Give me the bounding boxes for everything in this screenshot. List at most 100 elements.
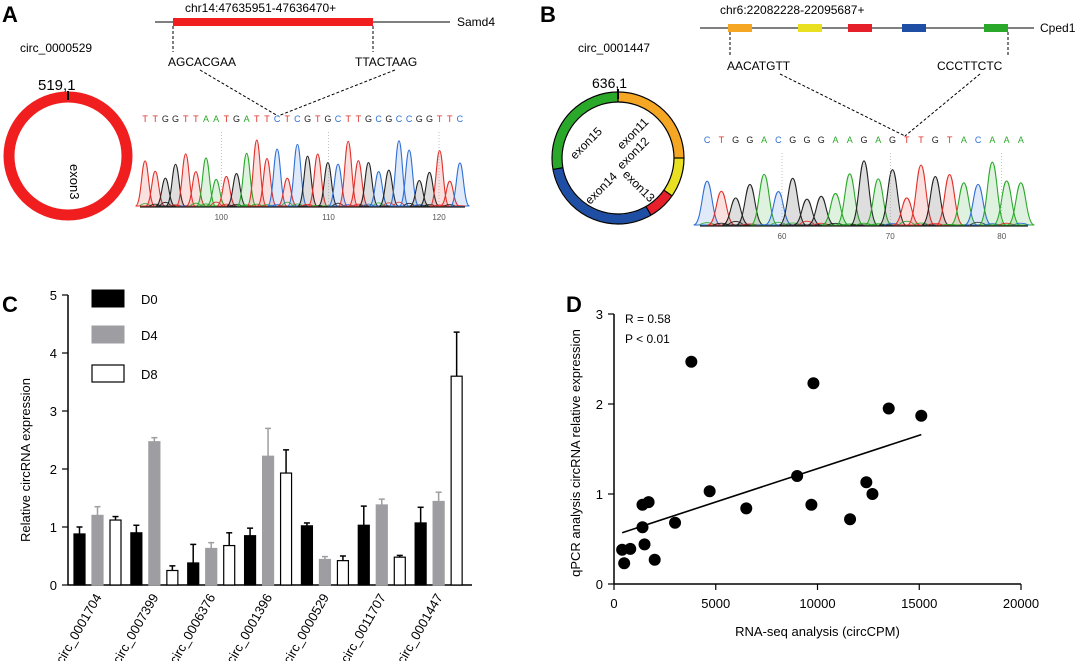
panel-b-circrna-ring: [551, 91, 685, 225]
ring-b-boundary: [552, 167, 563, 171]
trace-a-noise: [331, 202, 345, 207]
panel-b-exon15-label: exon15: [567, 124, 605, 162]
trace-b-base-letter: C: [775, 135, 782, 145]
panel-b-exon-15: [984, 24, 1008, 32]
trace-a-noise: [403, 202, 416, 207]
scatter-point: [624, 542, 637, 555]
trace-b-base-letter: G: [732, 135, 739, 145]
bar-category-label: circ_0001396: [223, 591, 275, 661]
panel-b-exon-12: [798, 24, 822, 32]
trace-b-noise: [770, 221, 787, 226]
ring-b-segment: [552, 92, 619, 170]
panel-b: B circ_0001447 chr6:22082228-22095687+ C…: [540, 2, 1076, 241]
panel-b-left-seq: AACATGTT: [727, 59, 791, 73]
panel-a-coordinates: chr14:47635951-47636470+: [185, 1, 336, 15]
scatter-point: [648, 553, 661, 566]
scatter-y-tick-label: 2: [596, 397, 603, 412]
trace-a-peak: [266, 148, 288, 207]
trace-b-base-letter: G: [932, 135, 939, 145]
trace-b-noise: [969, 221, 987, 226]
trace-a-peak: [185, 171, 207, 207]
scatter-point: [685, 355, 698, 368]
trace-b-peak: [878, 169, 907, 226]
trace-b-peak: [764, 191, 793, 226]
scatter-point: [669, 516, 682, 529]
bar-y-axis-title: Relative circRNA expression: [18, 378, 33, 542]
ring-b-segment: [617, 92, 684, 159]
panel-b-exon13-label: exon13: [620, 167, 658, 205]
trace-b-base-letter: A: [761, 135, 767, 145]
bar-d4: [261, 455, 275, 586]
scatter-point: [642, 496, 655, 509]
trace-b-peak: [821, 192, 850, 226]
trace-b-base-letter: G: [803, 135, 810, 145]
trace-a-tick-label: 100: [215, 213, 229, 222]
bar-d0: [300, 525, 314, 586]
panel-d-letter: D: [566, 292, 582, 317]
scatter-x-tick-label: 10000: [799, 596, 835, 611]
scatter-x-axis-title: RNA-seq analysis (circCPM): [735, 624, 900, 639]
panel-a-junction-right: [277, 69, 396, 117]
scatter-y-axis-title: qPCR analysis circRNA relative expressio…: [568, 329, 583, 577]
bar-d4: [318, 558, 332, 586]
legend-swatch-d8: [91, 364, 125, 383]
scatter-point: [791, 470, 804, 482]
bar-category-label: circ_0006376: [166, 591, 218, 661]
scatter-point: [915, 409, 928, 422]
trace-a-base-letter: T: [254, 114, 260, 124]
trace-a-base-letter: G: [385, 114, 392, 124]
trace-b-peak: [849, 160, 879, 226]
trace-a-base-letter: G: [172, 114, 179, 124]
trace-a-base-letter: C: [457, 114, 464, 124]
trace-a-noise: [281, 201, 294, 207]
legend-swatch-d0: [91, 289, 125, 308]
trace-a-base-letter: G: [324, 114, 331, 124]
trace-a-peak: [195, 157, 217, 207]
panel-b-letter: B: [540, 2, 556, 27]
trace-b-noise: [798, 220, 816, 226]
ring-b-boundary: [663, 189, 673, 197]
trace-a-base-letter: T: [315, 114, 321, 124]
scatter-y-tick-label: 3: [596, 307, 603, 322]
trace-a-peak: [398, 149, 420, 207]
trace-a-base-letter: A: [203, 114, 209, 124]
panel-a-chromatogram: [134, 139, 471, 208]
trace-a-peak: [429, 149, 450, 207]
bar-d8: [223, 544, 236, 586]
trace-a-tick-label: 110: [322, 213, 335, 222]
panel-b-coordinates: chr6:22082228-22095687+: [720, 3, 864, 17]
trace-b-base-letter: T: [947, 135, 953, 145]
panel-a-exon-bar: [173, 18, 373, 26]
trace-b-base-letter: A: [1004, 135, 1010, 145]
trace-b-base-letter: G: [746, 135, 753, 145]
trace-a-base-letter: T: [183, 114, 189, 124]
panel-b-exon-13: [848, 24, 872, 32]
bar-d4: [432, 500, 445, 586]
scatter-point: [740, 502, 753, 515]
bar-d8: [336, 560, 350, 586]
bar-d4: [205, 547, 218, 586]
stat-r-value: R = 0.58: [625, 312, 671, 326]
panel-a-circ-name: circ_0000529: [20, 41, 92, 55]
trace-b-peak: [893, 197, 921, 226]
bar-category-label: circ_0011707: [337, 591, 389, 661]
panel-a-junction-left: [199, 69, 279, 117]
trace-a-base-letter: C: [274, 114, 281, 124]
bar-d0: [130, 532, 143, 586]
scatter-y-tick-label: 1: [596, 487, 603, 502]
trace-a-base-letter: T: [356, 114, 362, 124]
scatter-trendline: [621, 433, 922, 534]
trace-b-base-letter: C: [704, 135, 711, 145]
scatter-point: [703, 485, 716, 498]
trace-a-base-letter: T: [193, 114, 199, 124]
ring-b-segment: [646, 190, 672, 215]
trace-b-peak: [1007, 182, 1035, 226]
bar-category-label: circ_0007399: [109, 591, 161, 661]
trace-b-base-letter: G: [860, 135, 867, 145]
trace-a-base-letter: G: [426, 114, 433, 124]
trace-b-base-letter: A: [847, 135, 853, 145]
panel-b-chromatogram: [693, 160, 1035, 227]
bar-d4: [375, 504, 388, 586]
panel-a-right-seq: TTACTAAG: [355, 55, 417, 69]
